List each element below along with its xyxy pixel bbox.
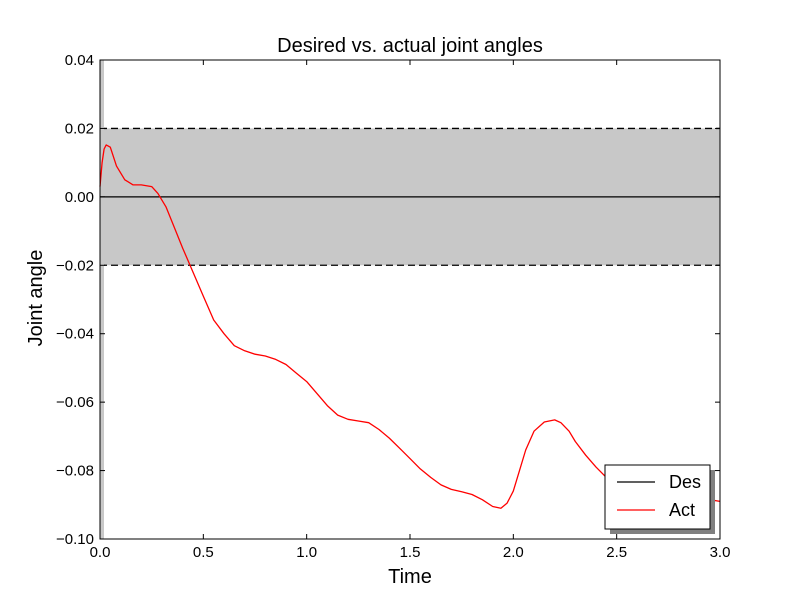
x-tick-label: 2.5 xyxy=(606,544,627,561)
legend: Des Act xyxy=(604,464,715,534)
legend-box xyxy=(604,464,711,530)
legend-items: Des Act xyxy=(617,472,701,520)
series-layer xyxy=(99,144,721,509)
plot-area: 0.0 0.5 1.0 1.5 2.0 2.5 3.0 0.04 0.02 0.00 −0.02 −0… xyxy=(56,52,730,561)
y-tick-label: −0.06 xyxy=(56,394,94,411)
x-tick-label: 0.0 xyxy=(90,544,111,561)
legend-label: Act xyxy=(669,500,695,520)
y-tick-label: −0.04 xyxy=(56,326,94,343)
initial-marker-band xyxy=(100,60,104,539)
tick-layer: 0.0 0.5 1.0 1.5 2.0 2.5 3.0 0.04 0.02 0.00 −0.02 −0… xyxy=(56,52,730,561)
x-tick-label: 1.0 xyxy=(296,544,317,561)
x-tick-label: 2.0 xyxy=(503,544,524,561)
y-tick-label: −0.08 xyxy=(56,463,94,480)
y-tick-label: −0.10 xyxy=(56,531,94,548)
chart-title: Desired vs. actual joint angles xyxy=(277,35,543,57)
x-tick-label: 0.5 xyxy=(193,544,214,561)
y-tick-label: 0.02 xyxy=(65,120,94,137)
y-tick-label: −0.02 xyxy=(56,257,94,274)
y-axis-label: Joint angle xyxy=(25,250,47,347)
x-tick-label: 1.5 xyxy=(400,544,421,561)
legend-label: Des xyxy=(669,472,701,492)
x-axis-label: Time xyxy=(388,566,432,588)
series-line-2 xyxy=(99,144,721,509)
x-tick-label: 3.0 xyxy=(710,544,731,561)
y-tick-label: 0.04 xyxy=(65,52,94,69)
y-tick-label: 0.00 xyxy=(65,189,94,206)
